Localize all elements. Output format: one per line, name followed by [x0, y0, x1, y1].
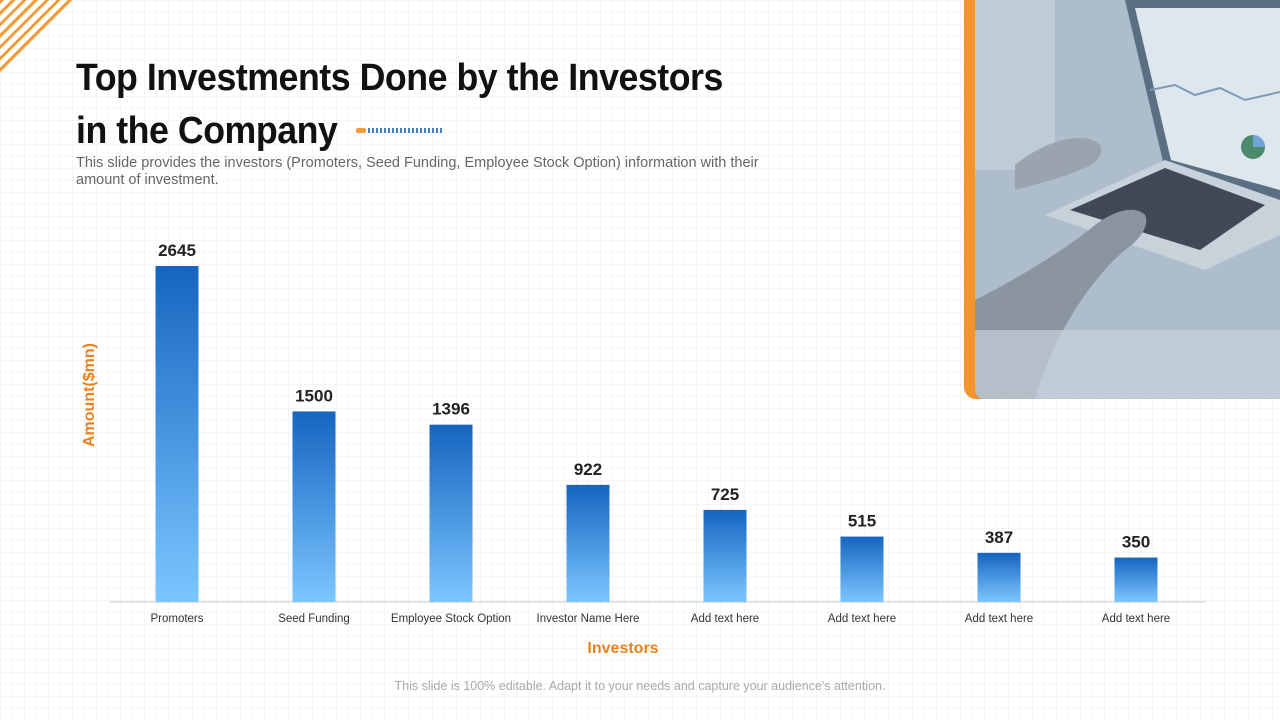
- bar-3: [429, 424, 473, 602]
- category-tick-label: Add text here: [828, 613, 896, 625]
- bar-7: [977, 552, 1021, 602]
- bar-value-label: 1500: [295, 386, 333, 405]
- title-accent-dot: [356, 128, 366, 133]
- bar-value-label: 387: [985, 528, 1013, 547]
- category-tick-label: Add text here: [691, 613, 759, 625]
- page-title: Top Investments Done by the Investors in…: [76, 57, 723, 152]
- category-tick-label: Promoters: [150, 613, 203, 625]
- category-tick-label: Investor Name Here: [537, 613, 640, 625]
- bar-value-label: 515: [848, 512, 876, 531]
- bar-6: [840, 536, 884, 602]
- x-axis-label: Investors: [587, 640, 659, 657]
- bar-8: [1114, 557, 1158, 602]
- footer-note: This slide is 100% editable. Adapt it to…: [394, 679, 886, 693]
- bar-value-label: 2645: [158, 241, 196, 260]
- page-subtitle: This slide provides the investors (Promo…: [76, 155, 759, 188]
- bar-1: [155, 266, 199, 602]
- bar-value-label: 725: [711, 485, 739, 504]
- laptop-photo-illustration: [975, 0, 1280, 399]
- bar-2: [292, 411, 336, 602]
- category-tick-label: Employee Stock Option: [391, 613, 511, 625]
- category-tick-label: Add text here: [965, 613, 1033, 625]
- bar-value-label: 1396: [432, 400, 470, 419]
- category-tick-label: Add text here: [1102, 613, 1170, 625]
- title-accent-dashes: [368, 128, 444, 133]
- category-tick-label: Seed Funding: [278, 613, 350, 625]
- bar-value-label: 350: [1122, 533, 1150, 552]
- bar-value-label: 922: [574, 460, 602, 479]
- laptop-photo: [975, 0, 1280, 399]
- bar-4: [566, 484, 610, 602]
- bar-5: [703, 509, 747, 602]
- title-accent-line: [356, 128, 444, 133]
